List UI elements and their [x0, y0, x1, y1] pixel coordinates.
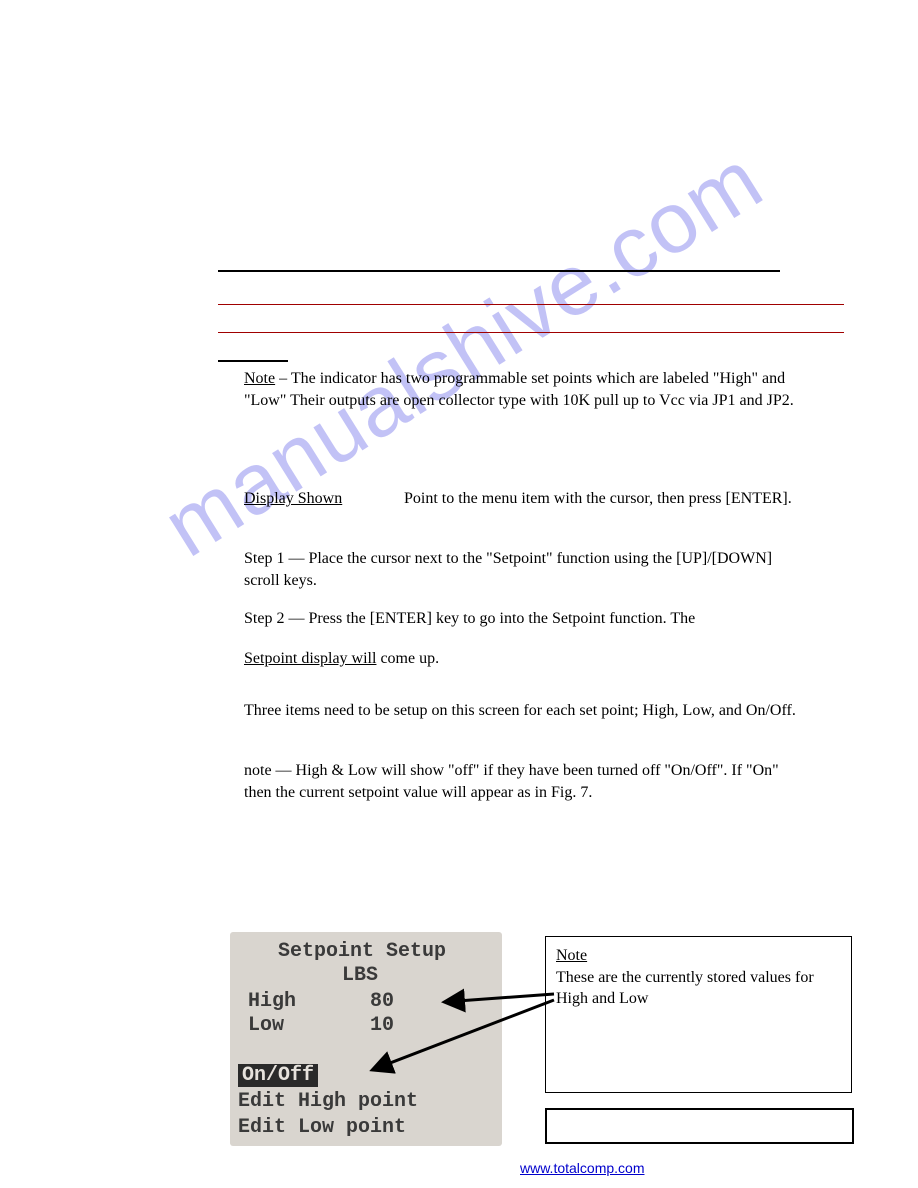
- note-label: Note: [244, 370, 275, 387]
- lcd-high-value: 80: [370, 990, 394, 1013]
- note2-body: Three items need to be setup on this scr…: [244, 702, 796, 719]
- footer-link[interactable]: www.totalcomp.com: [520, 1160, 644, 1176]
- figure-box: [545, 1108, 854, 1144]
- lcd-low-label: Low: [248, 1014, 284, 1037]
- note3-prefix: note: [244, 762, 272, 779]
- lcd-low-value: 10: [370, 1014, 394, 1037]
- rule-short: [218, 360, 288, 362]
- rule-black: [218, 270, 780, 272]
- step2-cont: Setpoint display will come up.: [244, 648, 804, 670]
- lcd-title: Setpoint Setup: [278, 940, 446, 963]
- setpoint-rest: come up.: [380, 650, 439, 667]
- tip-text: Point to the menu item with the cursor, …: [404, 488, 824, 510]
- step1: Step 1 — Place the cursor next to the "S…: [244, 548, 804, 593]
- step2-prefix: Step 2: [244, 610, 284, 627]
- page: manualshive.com Note – The indicator has…: [0, 0, 918, 1188]
- note-body: – The indicator has two programmable set…: [244, 370, 794, 409]
- rule-red-2: [218, 332, 844, 333]
- step1-body: — Place the cursor next to the "Setpoint…: [244, 550, 772, 589]
- note3-body: — High & Low will show "off" if they hav…: [244, 762, 779, 801]
- step2: Step 2 — Press the [ENTER] key to go int…: [244, 608, 804, 630]
- note2: Three items need to be setup on this scr…: [244, 700, 804, 722]
- lcd-screenshot: Setpoint Setup LBS High 80 Low 10 On/Off…: [230, 932, 502, 1146]
- lcd-units: LBS: [342, 964, 378, 987]
- setpoint-word: Setpoint display will: [244, 650, 376, 667]
- lcd-edit-low: Edit Low point: [238, 1116, 406, 1139]
- note3: note — High & Low will show "off" if the…: [244, 760, 804, 805]
- annotation-title: Note: [556, 947, 587, 964]
- lcd-high-label: High: [248, 990, 296, 1013]
- lcd-onoff: On/Off: [238, 1064, 318, 1087]
- lcd-onoff-label: On/Off: [238, 1064, 318, 1087]
- display-shown-heading: Display Shown: [244, 488, 364, 510]
- step2-body: — Press the [ENTER] key to go into the S…: [288, 610, 695, 627]
- step1-prefix: Step 1: [244, 550, 284, 567]
- note-paragraph: Note – The indicator has two programmabl…: [244, 368, 804, 413]
- tip-text-body: Point to the menu item with the cursor, …: [404, 490, 792, 507]
- rule-red-1: [218, 304, 844, 305]
- display-shown-label: Display Shown: [244, 490, 342, 507]
- lcd-edit-high: Edit High point: [238, 1090, 418, 1113]
- annotation-body: These are the currently stored values fo…: [556, 969, 814, 1008]
- annotation-box: Note These are the currently stored valu…: [545, 936, 852, 1093]
